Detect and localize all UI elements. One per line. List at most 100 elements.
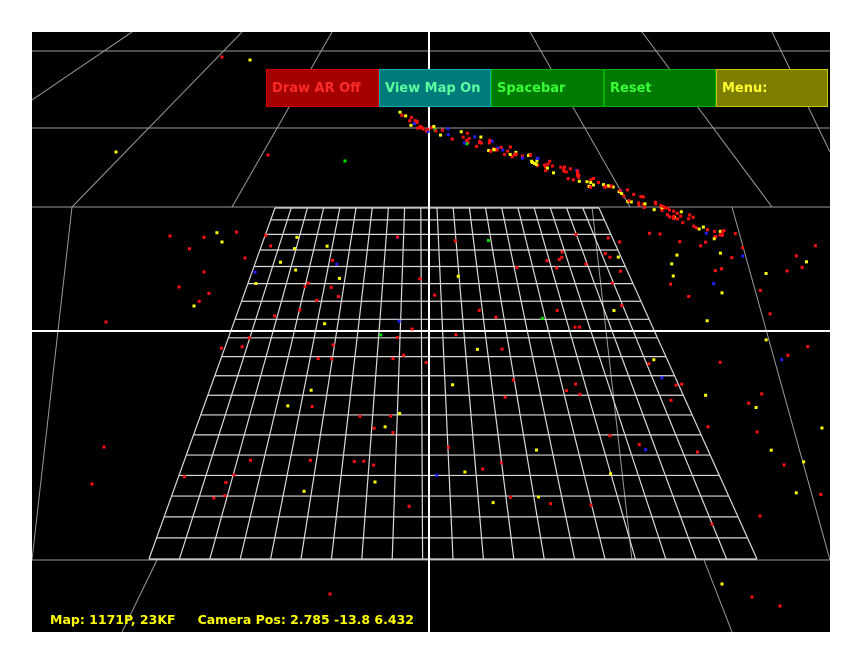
map-point [592,176,596,180]
map-point [389,414,393,418]
background-grid-line [32,206,73,561]
map-point [223,494,227,498]
map-point [323,322,327,326]
map-point [408,119,412,123]
map-point [247,336,251,340]
map-point [467,136,471,140]
map-point [653,200,657,204]
map-point [412,122,416,126]
map-point [695,450,699,454]
map-point [720,582,724,586]
view-map-toggle-button[interactable]: View Map On [379,69,491,107]
background-grid-line [641,32,773,208]
map-point [768,312,772,316]
map-point [310,405,314,409]
map-point [609,472,613,476]
map-point [328,592,332,596]
map-point [769,448,773,452]
menu-button[interactable]: Menu: [716,69,828,107]
map-point [718,251,722,255]
map-point [688,213,692,217]
map-point [609,184,613,188]
map-point [494,315,498,319]
map-point [298,308,302,312]
map-point [574,232,578,236]
map-point [661,205,665,209]
map-point [465,142,469,146]
map-point [446,133,450,137]
floor-grid-line [391,207,406,560]
map-point [669,398,673,402]
map-viewport[interactable]: Draw AR Off View Map On Spacebar Reset M… [32,32,830,632]
map-point [331,343,335,347]
map-point [511,378,515,382]
map-point [379,333,383,337]
map-point [235,230,239,234]
map-point [675,217,679,221]
map-point [309,388,313,392]
map-point [706,425,710,429]
map-point [601,183,605,187]
map-point [560,250,564,254]
map-point [503,395,507,399]
map-point [269,244,273,248]
map-point [335,262,339,266]
map-point [764,338,768,342]
map-point [513,153,517,157]
map-point [589,181,593,185]
map-point [182,475,186,479]
draw-ar-toggle-button[interactable]: Draw AR Off [266,69,379,107]
spacebar-button[interactable]: Spacebar [491,69,604,107]
map-point [168,234,172,238]
map-point [435,473,439,477]
map-point [675,253,679,257]
map-point [372,426,376,430]
map-point [643,202,647,206]
map-point [603,252,607,256]
map-point [589,178,593,182]
map-point [669,282,673,286]
map-point [192,304,196,308]
map-scene [32,32,830,632]
map-point [786,353,790,357]
floor-grid-line [209,207,308,560]
map-point [439,133,443,137]
map-point [415,119,419,123]
map-point [459,130,463,134]
map-point [712,282,716,286]
map-point [629,200,633,204]
map-point [490,139,494,143]
floor-grid-line [485,207,545,560]
map-point [555,266,559,270]
map-point [778,604,782,608]
map-point [398,110,402,114]
map-point [691,215,695,219]
map-point [286,404,290,408]
map-point [618,188,622,192]
map-point [589,503,593,507]
map-point [478,141,482,145]
map-points [90,55,824,608]
map-point [576,175,580,179]
map-point [805,260,809,264]
map-point [666,213,670,217]
map-point [488,138,492,142]
map-point [800,265,804,269]
map-point [785,269,789,273]
map-point [383,425,387,429]
map-point [584,262,588,266]
map-point [352,460,356,464]
map-point [540,316,544,320]
map-point [548,159,552,163]
map-point [202,270,206,274]
map-point [413,119,417,123]
map-point [278,260,282,264]
map-point [487,149,491,153]
floor-grid-line [270,207,341,560]
map-point [802,460,806,464]
map-point [528,153,532,157]
map-point [545,259,549,263]
map-point [456,274,460,278]
map-point [248,58,252,62]
reset-button[interactable]: Reset [604,69,716,107]
